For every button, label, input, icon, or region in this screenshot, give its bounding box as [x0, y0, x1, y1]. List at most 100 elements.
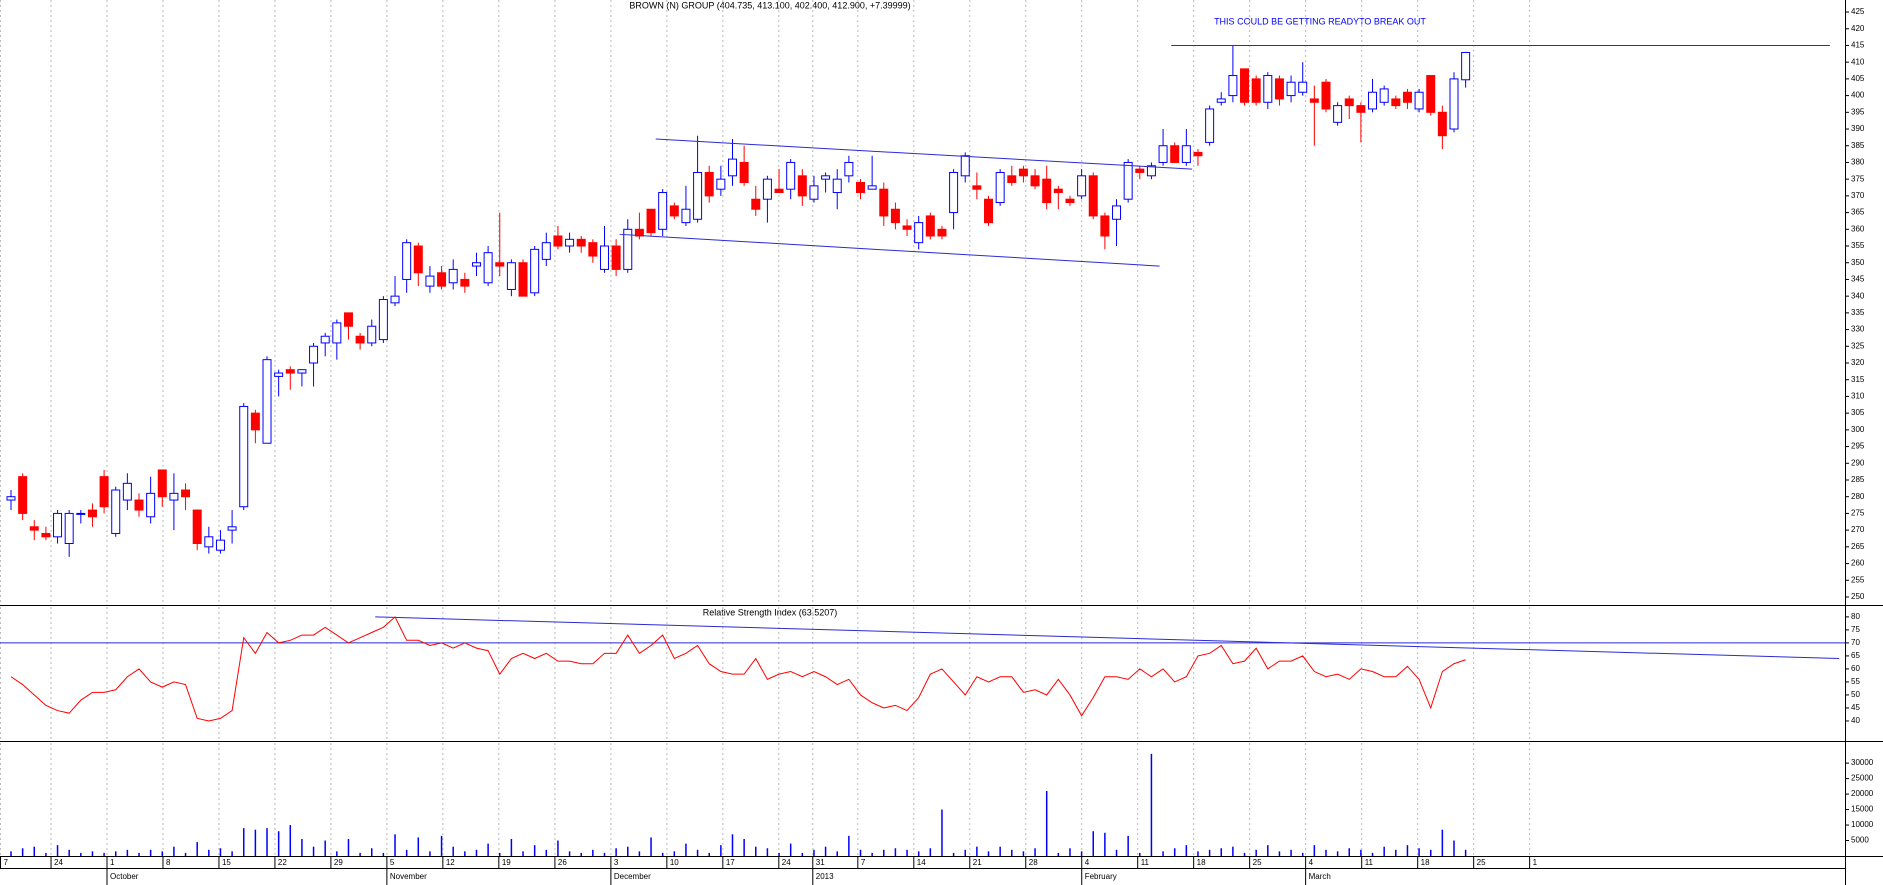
- x-tick-label: 8: [166, 858, 171, 867]
- volume-bar: [452, 846, 454, 856]
- volume-bar: [1267, 845, 1269, 856]
- candle-body: [681, 208, 691, 224]
- volume-bar: [440, 835, 443, 856]
- volume-bar: [126, 849, 129, 856]
- y-tick-label: 50: [1851, 690, 1860, 699]
- volume-bar: [638, 851, 641, 856]
- candle-body: [658, 192, 668, 230]
- x-tick-label: 28: [1029, 858, 1038, 867]
- candle-body: [1240, 68, 1250, 103]
- candle-body: [157, 469, 167, 498]
- candle-body: [1088, 175, 1098, 217]
- candle-body: [1437, 111, 1447, 137]
- volume-bar: [114, 851, 117, 856]
- y-tick-label: 400: [1851, 91, 1865, 100]
- candle-body: [751, 198, 761, 210]
- candle-body: [1018, 168, 1028, 177]
- candle-body: [693, 171, 703, 220]
- x-tick-label: 24: [782, 858, 791, 867]
- candle-body: [937, 228, 947, 237]
- y-tick-label: 310: [1851, 392, 1865, 401]
- y-tick-label: 20000: [1851, 789, 1874, 798]
- candle-body: [704, 171, 714, 197]
- volume-bar: [103, 852, 105, 856]
- candle-body: [1205, 108, 1215, 143]
- candle-body: [879, 188, 889, 217]
- month-label: December: [614, 872, 651, 881]
- candle-body: [1414, 91, 1424, 110]
- y-tick-label: 355: [1851, 241, 1865, 250]
- volume-bar: [231, 851, 233, 856]
- candle-body: [250, 412, 260, 431]
- candle-body: [390, 295, 400, 304]
- volume-bar: [1336, 851, 1339, 856]
- volume-bar: [1383, 846, 1385, 856]
- candle-body: [169, 492, 179, 501]
- volume-bar: [1371, 852, 1374, 856]
- candle-body: [1077, 175, 1087, 197]
- y-tick-label: 65: [1851, 651, 1860, 660]
- rsi-title: Relative Strength Index (63.5207): [703, 607, 838, 617]
- y-tick-label: 60: [1851, 664, 1860, 673]
- candle-body: [1007, 175, 1017, 184]
- volume-bar: [1045, 790, 1048, 856]
- candle-body: [541, 242, 551, 260]
- volume-bar: [1290, 849, 1292, 856]
- candle-body: [297, 369, 307, 374]
- candle-body: [786, 161, 796, 190]
- candle-body: [914, 222, 924, 244]
- candle-body: [1426, 75, 1436, 113]
- candle-body: [925, 215, 935, 237]
- candle-body: [797, 175, 807, 197]
- candle-body: [262, 359, 272, 444]
- volume-bar: [475, 849, 478, 856]
- volume-bar: [696, 849, 699, 856]
- candle-body: [867, 185, 877, 190]
- x-tick-label: 5: [390, 858, 395, 867]
- volume-bar: [1162, 851, 1164, 856]
- candle-body: [1065, 198, 1075, 204]
- candle-body: [181, 489, 191, 498]
- volume-bar: [545, 849, 548, 856]
- volume-bar: [859, 849, 862, 856]
- candle-body: [1053, 188, 1063, 194]
- x-tick-label: 24: [54, 858, 63, 867]
- volume-bar: [149, 849, 152, 856]
- candle-body: [425, 275, 435, 287]
- candle-body: [716, 178, 726, 190]
- y-tick-label: 415: [1851, 41, 1865, 50]
- y-tick-label: 15000: [1851, 805, 1874, 814]
- volume-bar: [1022, 851, 1025, 856]
- chart-title: BROWN (N) GROUP (404.735, 413.100, 402.4…: [629, 0, 910, 10]
- candle-body: [343, 312, 353, 327]
- candle-body: [483, 252, 493, 284]
- volume-bar: [464, 851, 466, 856]
- volume-bar: [883, 849, 885, 856]
- x-tick-label: 18: [1421, 858, 1430, 867]
- candle-body: [1333, 105, 1343, 123]
- volume-bar: [301, 838, 303, 856]
- x-tick-label: 12: [446, 858, 455, 867]
- volume-bar: [557, 840, 559, 856]
- candle-body: [285, 369, 295, 374]
- volume-bar: [801, 852, 804, 856]
- volume-bar: [336, 851, 338, 856]
- volume-bar: [1232, 846, 1234, 856]
- candle-body: [890, 208, 900, 224]
- volume-bar: [522, 851, 524, 856]
- candle-body: [856, 182, 866, 194]
- y-tick-label: 395: [1851, 107, 1865, 116]
- volume-bar: [1360, 849, 1362, 856]
- candle-body: [1402, 91, 1412, 103]
- volume-bar: [952, 852, 955, 856]
- y-tick-label: 10000: [1851, 820, 1874, 829]
- candle-body: [192, 509, 202, 544]
- rsi-line: [10, 616, 1466, 722]
- volume-bar: [277, 831, 280, 856]
- volume-bar: [964, 849, 966, 856]
- candle-body: [809, 185, 819, 200]
- y-tick-label: 390: [1851, 124, 1865, 133]
- candle-body: [1135, 168, 1145, 173]
- volume-bar: [1092, 831, 1094, 856]
- volume-bar: [370, 848, 373, 856]
